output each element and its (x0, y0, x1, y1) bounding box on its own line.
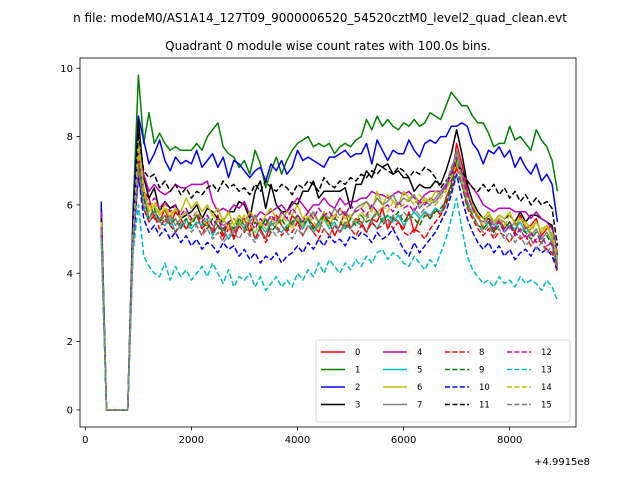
x-tick-label: 4000 (285, 435, 310, 446)
legend-label-5: 5 (417, 366, 422, 376)
axes-frame (79, 57, 577, 428)
series-line-13 (100, 197, 559, 411)
legend-label-4: 4 (417, 348, 422, 358)
series-line-2 (100, 115, 559, 411)
legend-label-1: 1 (355, 366, 360, 376)
legend-label-11: 11 (479, 401, 490, 411)
legend-label-10: 10 (479, 383, 490, 393)
legend-label-14: 14 (541, 383, 552, 393)
chart-title: Quadrant 0 module wise count rates with … (165, 39, 491, 53)
legend-label-3: 3 (355, 401, 360, 411)
y-tick-label: 2 (67, 337, 73, 348)
x-tick-label: 6000 (391, 435, 416, 446)
legend-label-0: 0 (355, 348, 360, 358)
x-tick-label: 8000 (497, 435, 522, 446)
file-name-text: n file: modeM0/AS1A14_127T09_9000006520_… (73, 11, 567, 25)
plot-area (100, 74, 559, 411)
legend-box (315, 339, 571, 423)
series-line-14 (100, 149, 559, 411)
y-tick-label: 6 (67, 200, 73, 211)
legend-label-13: 13 (541, 366, 552, 376)
legend-label-7: 7 (417, 401, 422, 411)
series-line-1 (100, 74, 559, 411)
y-tick-label: 8 (67, 132, 73, 143)
y-tick-label: 0 (67, 405, 73, 416)
x-tick-label: 0 (82, 435, 88, 446)
series-line-11 (100, 132, 559, 411)
series-line-15 (100, 152, 559, 411)
x-offset-text: +4.9915e8 (534, 457, 590, 468)
y-tick-label: 10 (60, 64, 73, 75)
x-tick-label: 2000 (179, 435, 204, 446)
legend-label-6: 6 (417, 383, 422, 393)
legend-label-12: 12 (541, 348, 552, 358)
legend-label-8: 8 (479, 348, 484, 358)
y-tick-label: 4 (67, 269, 73, 280)
legend-label-9: 9 (479, 366, 484, 376)
legend-label-2: 2 (355, 383, 360, 393)
legend-label-15: 15 (541, 401, 552, 411)
series-line-4 (100, 149, 559, 411)
